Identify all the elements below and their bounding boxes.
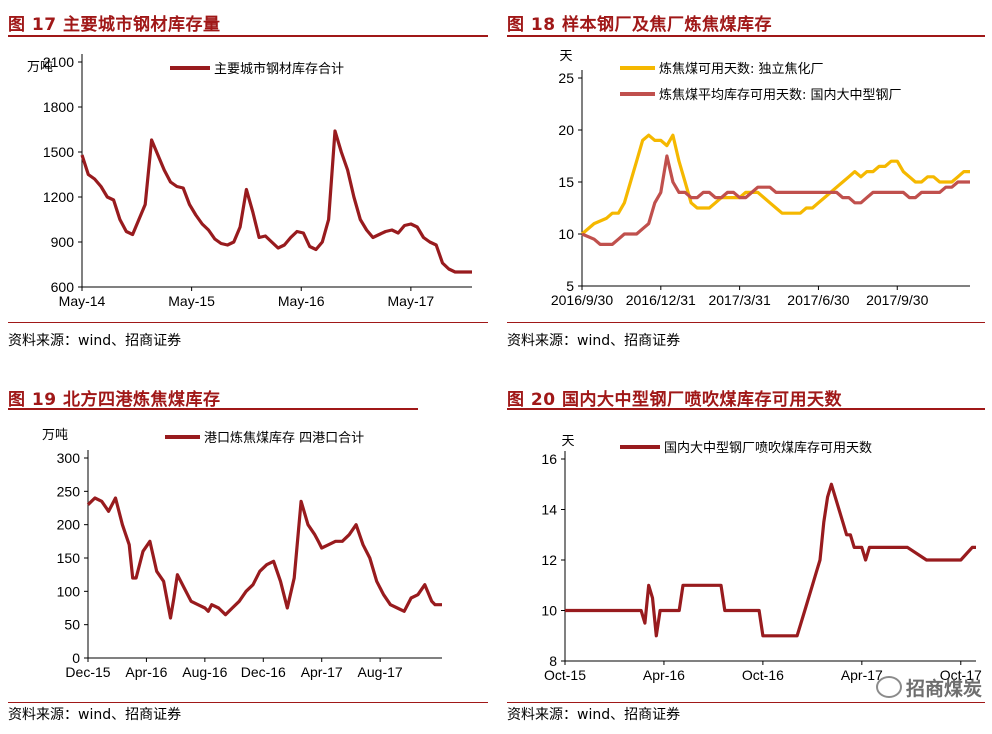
y-unit-label: 万吨 — [27, 60, 53, 75]
y-tick-label: 16 — [541, 451, 557, 467]
y-tick-label: 1800 — [43, 99, 74, 115]
series-line — [565, 482, 976, 638]
chart-title: 图 18 样本钢厂及焦厂炼焦煤库存 — [507, 15, 772, 35]
source-note: 资料来源：wind、招商证券 — [8, 333, 182, 349]
x-tick-label: Dec-16 — [241, 664, 286, 680]
x-tick-label: Apr-16 — [125, 664, 167, 680]
wechat-icon — [875, 676, 902, 698]
y-unit-label: 万吨 — [42, 428, 68, 443]
panel-fig19: 图 19 北方四港炼焦煤库存 资料来源：wind、招商证券 — [8, 380, 488, 734]
y-tick-label: 1200 — [43, 189, 74, 205]
y-tick-label: 10 — [558, 226, 574, 242]
y-tick-label: 14 — [541, 502, 557, 518]
x-tick-label: May-16 — [278, 293, 325, 309]
panel-fig17: 图 17 主要城市钢材库存量 资料来源：wind、招商证券 — [8, 0, 488, 370]
title-rule — [507, 35, 985, 37]
y-tick-label: 900 — [51, 234, 75, 250]
x-tick-label: Oct-17 — [940, 667, 982, 683]
x-tick-label: Aug-16 — [182, 664, 227, 680]
y-tick-label: 50 — [64, 617, 80, 633]
chart-title: 图 17 主要城市钢材库存量 — [8, 15, 221, 35]
y-tick-label: 250 — [57, 483, 81, 499]
title-rule — [8, 35, 488, 37]
y-tick-label: 0 — [72, 650, 80, 666]
x-tick-label: May-14 — [59, 293, 106, 309]
series-line — [80, 129, 472, 274]
x-tick-label: Apr-17 — [841, 667, 883, 683]
y-tick-label: 15 — [558, 174, 574, 190]
source-rule — [507, 322, 985, 323]
x-tick-label: Oct-16 — [742, 667, 784, 683]
y-tick-label: 300 — [57, 450, 81, 466]
chart-title: 图 20 国内大中型钢厂喷吹煤库存可用天数 — [507, 390, 842, 410]
series-line — [580, 133, 970, 236]
x-tick-label: May-17 — [388, 293, 435, 309]
series-line — [86, 496, 442, 620]
legend-label: 主要城市钢材库存合计 — [214, 61, 344, 77]
panel-fig18: 图 18 样本钢厂及焦厂炼焦煤库存 资料来源：wind、招商证券 — [507, 0, 987, 370]
x-tick-label: 2016/9/30 — [551, 292, 613, 308]
title-rule — [507, 408, 985, 410]
y-tick-label: 150 — [57, 550, 81, 566]
source-note: 资料来源：wind、招商证券 — [507, 707, 681, 723]
x-tick-label: 2017/9/30 — [866, 292, 928, 308]
source-note: 资料来源：wind、招商证券 — [507, 333, 681, 349]
x-tick-label: 2017/3/31 — [708, 292, 770, 308]
y-tick-label: 200 — [57, 517, 81, 533]
y-tick-label: 2100 — [43, 54, 74, 70]
y-tick-label: 5 — [566, 278, 574, 294]
y-unit-label: 天 — [561, 434, 574, 449]
legend-label: 港口炼焦煤库存 四港口合计 — [204, 430, 364, 446]
x-tick-label: May-15 — [168, 293, 215, 309]
source-rule — [8, 322, 488, 323]
y-tick-label: 100 — [57, 583, 81, 599]
x-tick-label: Oct-15 — [544, 667, 586, 683]
x-tick-label: Dec-15 — [65, 664, 110, 680]
source-rule — [507, 702, 985, 703]
y-tick-label: 600 — [51, 279, 75, 295]
title-rule — [8, 408, 418, 410]
y-tick-label: 10 — [541, 603, 557, 619]
panel-fig20: 图 20 国内大中型钢厂喷吹煤库存可用天数 资料来源：wind、招商证券 — [507, 380, 987, 734]
source-rule — [8, 702, 488, 703]
x-tick-label: 2017/6/30 — [787, 292, 849, 308]
series-line — [581, 154, 970, 246]
y-tick-label: 12 — [541, 552, 557, 568]
legend-label: 炼焦煤平均库存可用天数: 国内大中型钢厂 — [659, 87, 902, 103]
y-unit-label: 天 — [559, 49, 572, 64]
y-tick-label: 20 — [558, 122, 574, 138]
x-tick-label: 2016/12/31 — [626, 292, 696, 308]
y-tick-label: 8 — [549, 653, 557, 669]
legend-label: 国内大中型钢厂喷吹煤库存可用天数 — [664, 440, 872, 456]
source-note: 资料来源：wind、招商证券 — [8, 707, 182, 723]
watermark-text: 招商煤炭 — [905, 678, 982, 700]
legend-label: 炼焦煤可用天数: 独立焦化厂 — [659, 62, 824, 77]
chart-title: 图 19 北方四港炼焦煤库存 — [8, 390, 221, 410]
watermark: 招商煤炭 — [875, 674, 982, 701]
y-tick-label: 1500 — [43, 144, 74, 160]
x-tick-label: Apr-16 — [643, 667, 685, 683]
y-tick-label: 25 — [558, 70, 574, 86]
x-tick-label: Aug-17 — [358, 664, 403, 680]
x-tick-label: Apr-17 — [301, 664, 343, 680]
